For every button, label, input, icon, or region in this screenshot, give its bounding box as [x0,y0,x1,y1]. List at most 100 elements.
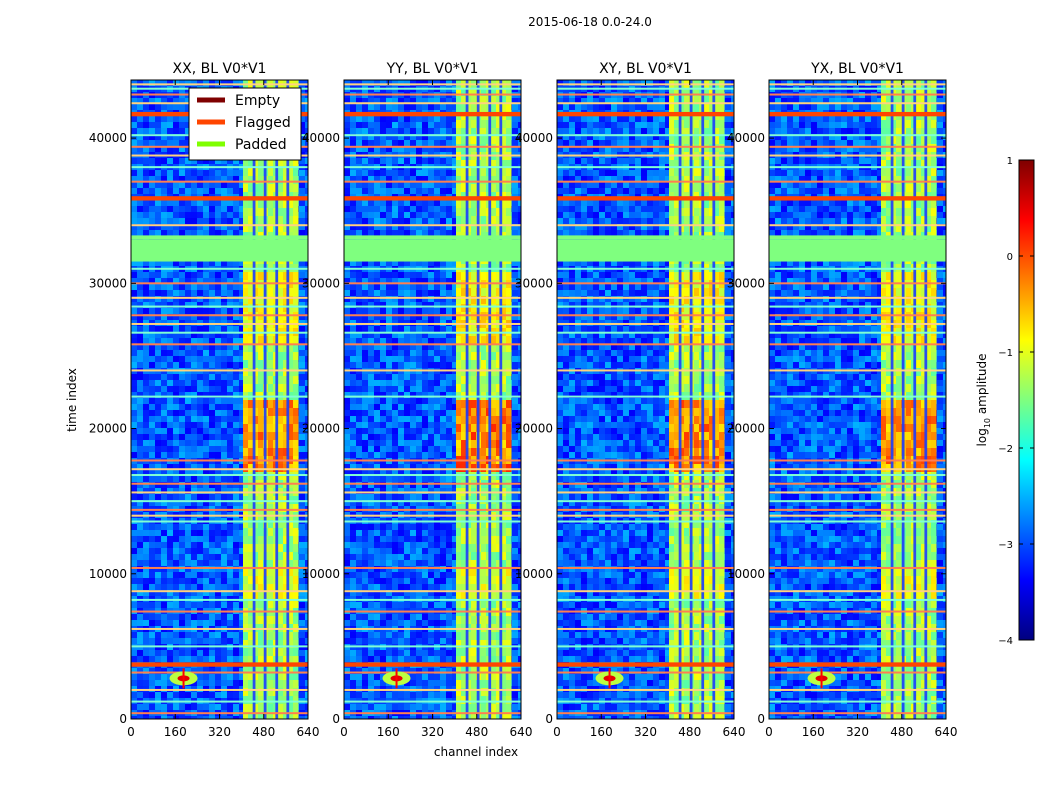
heatmap-cell [299,188,306,195]
heatmap-cell [149,326,156,333]
heatmap-cell [518,182,521,189]
heatmap-cell [179,482,186,489]
heatmap-cell [209,374,216,381]
band-cell [243,600,249,609]
heatmap-cell [185,704,192,711]
heatmap-cell [233,386,240,393]
heatmap-cell [197,80,204,87]
heatmap-cell [215,182,222,189]
heatmap-cell [305,326,308,333]
heatmap-cell [191,452,198,459]
heatmap-cell [227,392,234,399]
heatmap-cell [221,464,228,471]
heatmap-cell [149,362,156,369]
band-cell [258,176,264,185]
heatmap-cell [356,182,363,189]
band-cell [288,168,294,177]
heatmap-cell [131,668,138,675]
flagged-row [131,196,308,201]
band-cell [283,304,289,313]
band-cell [293,360,299,369]
heatmap-cell [179,278,186,285]
heatmap-cell [362,116,369,123]
heatmap-cell [227,488,234,495]
heatmap-cell [167,170,174,177]
heatmap-cell [185,362,192,369]
heatmap-cell [161,680,168,687]
heatmap-cell [209,416,216,423]
heatmap-cell [137,170,144,177]
heatmap-cell [143,212,150,219]
heatmap-cell [167,482,174,489]
heatmap-cell [131,146,138,153]
heatmap-cell [512,170,519,177]
heatmap-cell [191,656,198,663]
heatmap-cell [215,170,222,177]
heatmap-cell [197,482,204,489]
heatmap-cell [137,314,144,321]
heatmap-cell [446,134,453,141]
heatmap-cell [155,542,162,549]
heatmap-cell [137,428,144,435]
heatmap-cell [410,206,417,213]
heatmap-cell [137,650,144,657]
heatmap-cell [137,158,144,165]
heatmap-cell [149,356,156,363]
heatmap-cell [215,314,222,321]
heatmap-cell [167,386,174,393]
heatmap-cell [374,212,381,219]
band-cell [293,288,299,297]
heatmap-cell [185,128,192,135]
heatmap-cell [398,104,405,111]
heatmap-cell [203,182,210,189]
band-cell [293,336,299,345]
heatmap-cell [191,386,198,393]
flag-line [131,645,308,648]
heatmap-cell [512,188,519,195]
heatmap-cell [137,614,144,621]
heatmap-cell [440,182,447,189]
band-cell [243,616,249,625]
heatmap-cell [167,182,174,189]
heatmap-cell [185,578,192,585]
heatmap-cell [137,524,144,531]
band-cell [243,408,249,417]
band-cell [278,360,284,369]
heatmap-cell [410,182,417,189]
heatmap-cell [149,692,156,699]
heatmap-cell [233,632,240,639]
heatmap-cell [167,494,174,501]
heatmap-cell [185,332,192,339]
heatmap-cell [131,428,138,435]
heatmap-cell [392,134,399,141]
heatmap-cell [197,416,204,423]
band-cell [268,176,274,185]
flag-line [131,482,308,485]
heatmap-cell [137,308,144,315]
band-cell [288,560,294,569]
band-cell [253,704,259,713]
heatmap-cell [155,362,162,369]
heatmap-cell [137,344,144,351]
heatmap-cell [422,170,429,177]
heatmap-cell [221,488,228,495]
heatmap-cell [173,590,180,597]
heatmap-cell [185,446,192,453]
heatmap-cell [404,200,411,207]
heatmap-cell [356,98,363,105]
heatmap-cell [191,602,198,609]
heatmap-cell [227,290,234,297]
heatmap-cell [239,338,246,345]
heatmap-cell [362,218,369,225]
heatmap-cell [149,206,156,213]
heatmap-cell [143,716,150,719]
heatmap-cell [215,296,222,303]
heatmap-cell [209,500,216,507]
heatmap-cell [155,590,162,597]
heatmap-cell [215,704,222,711]
heatmap-cell [161,200,168,207]
heatmap-cell [197,308,204,315]
heatmap-cell [386,218,393,225]
heatmap-cell [398,182,405,189]
heatmap-cell [143,590,150,597]
